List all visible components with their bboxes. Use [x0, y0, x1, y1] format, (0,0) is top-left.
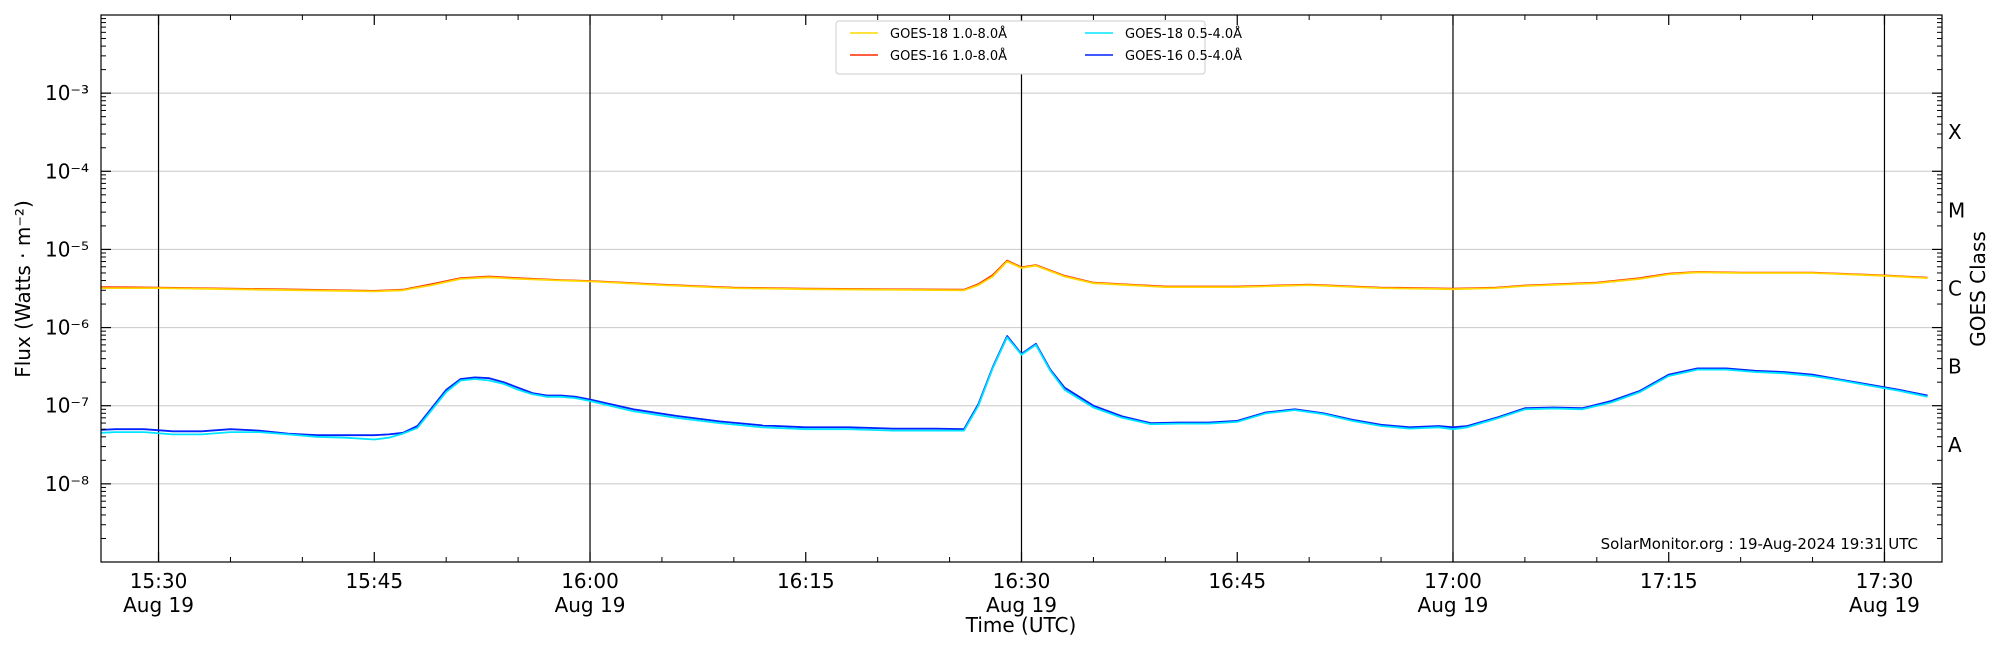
y-tick-label: 10⁻³ [45, 81, 89, 105]
y-tick-label: 10⁻⁷ [45, 394, 89, 418]
watermark: SolarMonitor.org : 19-Aug-2024 19:31 UTC [1601, 535, 1918, 553]
legend-label: GOES-18 1.0-8.0Å [890, 26, 1007, 42]
x-tick-date: Aug 19 [986, 593, 1057, 617]
series-lines [100, 259, 1928, 441]
legend-box [835, 20, 1206, 75]
legend-label: GOES-18 0.5-4.0Å [1125, 26, 1242, 42]
legend: GOES-18 1.0-8.0Å GOES-16 1.0-8.0Å GOES-18 … [835, 20, 1242, 75]
y-axis: 10⁻⁸ 10⁻⁷ 10⁻⁶ 10⁻⁵ 10⁻⁴ 10⁻³ [45, 18, 1942, 539]
x-tick-date: Aug 19 [1849, 593, 1920, 617]
x-tick-label: 16:15 [777, 569, 835, 593]
x-tick-label: 16:00 [561, 569, 619, 593]
x-tick-label: 17:00 [1424, 569, 1482, 593]
x-tick-date: Aug 19 [555, 593, 626, 617]
y-tick-label: 10⁻⁸ [45, 472, 89, 496]
y-axis-title: Flux (Watts · m⁻²) [11, 200, 35, 378]
legend-label: GOES-16 0.5-4.0Å [1125, 48, 1242, 64]
y-tick-label: 10⁻⁵ [45, 237, 89, 261]
goes-class-label: X [1948, 120, 1962, 144]
x-tick-label: 17:30 [1856, 569, 1914, 593]
series-line-goes-18-0-5-4-0- [100, 336, 1928, 441]
right-axis-title: GOES Class [1966, 231, 1990, 347]
goes-class-label: M [1948, 198, 1965, 222]
x-axis-title: Time (UTC) [965, 613, 1077, 637]
y-tick-label: 10⁻⁶ [45, 316, 89, 340]
x-tick-label: 15:30 [130, 569, 188, 593]
goes-class-axis: A B C M X [1948, 120, 1965, 457]
x-tick-date: Aug 19 [1418, 593, 1489, 617]
goes-class-label: B [1948, 355, 1962, 379]
legend-label: GOES-16 1.0-8.0Å [890, 48, 1007, 64]
series-line-goes-18-1-0-8-0- [101, 260, 1928, 293]
goes-class-label: C [1948, 277, 1962, 301]
x-tick-label: 16:45 [1208, 569, 1266, 593]
x-tick-label: 15:45 [345, 569, 403, 593]
y-tick-label: 10⁻⁴ [45, 159, 89, 183]
x-tick-date: Aug 19 [123, 593, 194, 617]
x-tick-label: 16:30 [993, 569, 1051, 593]
x-tick-label: 17:15 [1640, 569, 1698, 593]
goes-class-label: A [1948, 433, 1962, 457]
